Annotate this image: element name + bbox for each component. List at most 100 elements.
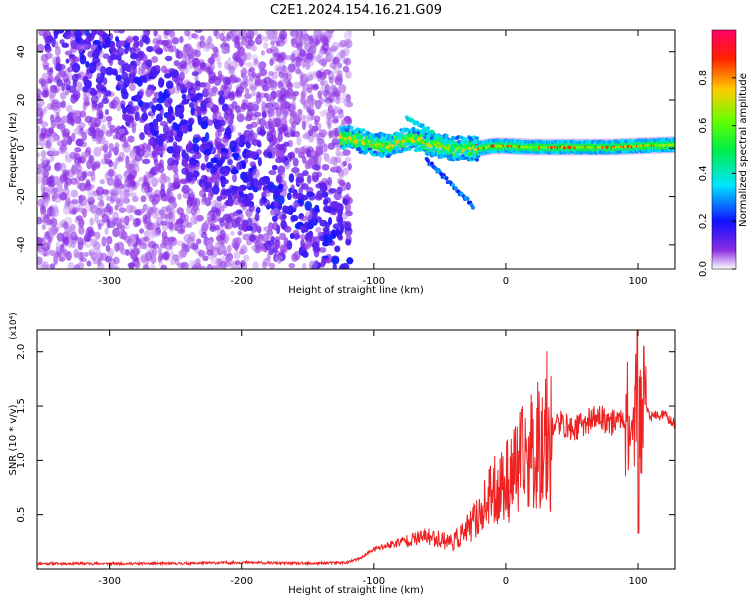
noise-speckle [177, 228, 186, 235]
noise-speckle [154, 163, 161, 172]
noise-speckle [331, 138, 340, 145]
noise-speckle [144, 123, 151, 131]
snr-xtick-label: -300 [98, 576, 121, 587]
noise-speckle [46, 176, 55, 186]
noise-speckle [55, 241, 61, 251]
noise-speckle [191, 71, 199, 77]
noise-speckle [114, 179, 122, 187]
noise-speckle [82, 101, 87, 111]
noise-speckle [292, 229, 300, 237]
noise-speckle [233, 200, 241, 206]
noise-speckle [306, 174, 312, 184]
noise-speckle [87, 193, 94, 202]
noise-speckle [192, 33, 200, 40]
noise-speckle [126, 35, 134, 44]
noise-speckle [259, 198, 264, 207]
noise-speckle [133, 76, 141, 84]
noise-speckle [124, 62, 129, 69]
noise-speckle [58, 256, 66, 262]
noise-speckle [220, 255, 227, 262]
noise-speckle [43, 163, 52, 172]
noise-speckle [295, 115, 303, 123]
noise-speckle [56, 78, 63, 87]
noise-speckle [323, 79, 328, 87]
noise-speckle [294, 234, 299, 241]
noise-speckle [150, 112, 155, 120]
noise-speckle [188, 260, 195, 269]
noise-speckle [323, 234, 329, 244]
noise-speckle [235, 30, 242, 37]
noise-speckle [257, 33, 262, 40]
spectrogram-xlabel: Height of straight line (km) [288, 285, 424, 296]
noise-speckle [91, 103, 96, 112]
noise-speckle [270, 40, 276, 46]
noise-speckle [320, 57, 327, 68]
noise-speckle [169, 71, 177, 77]
noise-speckle [184, 30, 191, 37]
noise-speckle [48, 225, 57, 235]
noise-speckle [125, 155, 130, 165]
noise-speckle [251, 101, 260, 109]
noise-speckle [80, 151, 88, 158]
noise-speckle [94, 213, 99, 224]
noise-speckle [177, 107, 184, 114]
noise-speckle [245, 52, 252, 61]
noise-speckle [294, 170, 300, 179]
noise-speckle [306, 71, 314, 81]
noise-speckle [215, 208, 222, 217]
noise-speckle [266, 240, 275, 246]
noise-speckle [85, 67, 91, 75]
noise-speckle [129, 233, 137, 243]
noise-speckle [318, 96, 324, 105]
noise-speckle [41, 191, 49, 199]
noise-speckle [82, 171, 87, 181]
noise-speckle [40, 157, 49, 163]
noise-speckle [234, 260, 241, 266]
noise-speckle [170, 201, 177, 209]
noise-speckle [151, 56, 159, 64]
noise-speckle [167, 181, 173, 192]
noise-speckle [334, 245, 341, 253]
noise-speckle [118, 207, 127, 214]
noise-speckle [56, 140, 65, 147]
noise-speckle [37, 117, 43, 125]
noise-speckle [300, 91, 306, 100]
noise-speckle [167, 236, 176, 242]
noise-speckle [41, 72, 50, 82]
noise-speckle [181, 184, 190, 194]
noise-speckle [162, 143, 168, 152]
noise-speckle [144, 251, 153, 262]
noise-speckle [119, 134, 127, 143]
noise-speckle [224, 126, 232, 137]
noise-speckle [234, 193, 241, 200]
noise-speckle [105, 196, 113, 202]
noise-speckle [70, 118, 75, 127]
noise-speckle [97, 223, 102, 230]
noise-speckle [319, 33, 326, 42]
noise-speckle [181, 167, 189, 175]
noise-speckle [157, 254, 163, 264]
noise-speckle [311, 164, 321, 171]
noise-speckle [92, 256, 101, 265]
noise-speckle [64, 150, 69, 160]
noise-speckle [37, 175, 44, 184]
noise-speckle [268, 70, 274, 77]
noise-speckle [327, 122, 332, 130]
noise-speckle [308, 108, 315, 117]
noise-speckle [109, 101, 114, 109]
noise-speckle [286, 82, 294, 90]
noise-speckle [99, 179, 105, 185]
noise-speckle [307, 134, 315, 143]
noise-speckle [90, 94, 99, 105]
noise-speckle [166, 112, 173, 123]
noise-speckle [43, 64, 50, 71]
signal-halo [377, 135, 381, 153]
noise-speckle [327, 159, 335, 165]
noise-speckle [47, 185, 56, 194]
noise-speckle [59, 192, 68, 201]
noise-speckle [37, 124, 41, 135]
noise-speckle [182, 52, 188, 62]
noise-speckle [164, 73, 172, 79]
noise-speckle [299, 215, 309, 222]
noise-speckle [223, 261, 232, 268]
